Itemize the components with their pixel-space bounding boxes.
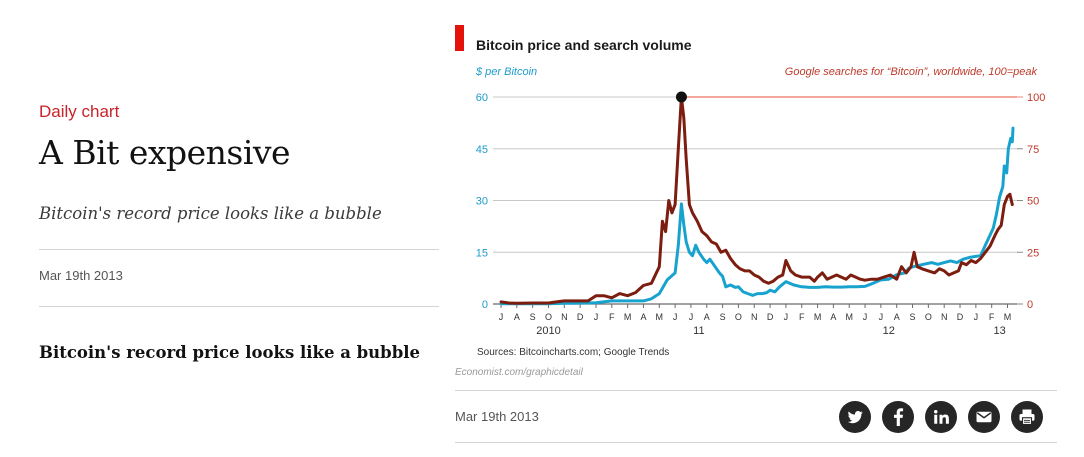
facebook-icon <box>894 408 904 426</box>
right-tick-label: 0 <box>1027 299 1033 311</box>
x-tick-label: J <box>689 312 694 322</box>
divider <box>455 390 1057 391</box>
x-tick-label: S <box>530 312 536 322</box>
figure-date: Mar 19th 2013 <box>455 409 539 424</box>
left-tick-label: 30 <box>476 196 488 208</box>
left-tick-label: 60 <box>476 92 488 104</box>
facebook-share-button[interactable] <box>882 401 914 433</box>
left-tick-label: 45 <box>476 144 488 156</box>
divider <box>39 249 439 250</box>
x-tick-label: D <box>767 312 774 322</box>
x-tick-label: J <box>673 312 678 322</box>
x-tick-label: O <box>735 312 742 322</box>
x-tick-label: M <box>814 312 822 322</box>
x-tick-label: D <box>957 312 964 322</box>
x-tick-label: N <box>751 312 758 322</box>
year-label: 11 <box>693 325 704 337</box>
body-title: Bitcoin's record price looks like a bubb… <box>39 343 421 362</box>
chart-title: Bitcoin price and search volume <box>476 37 692 53</box>
x-tick-label: A <box>894 312 900 322</box>
x-tick-label: M <box>624 312 632 322</box>
x-tick-label: J <box>784 312 789 322</box>
divider <box>39 306 439 307</box>
twitter-icon <box>847 411 863 424</box>
x-tick-label: J <box>499 312 504 322</box>
year-label: 2010 <box>536 325 560 337</box>
x-tick-label: M <box>1004 312 1012 322</box>
peak-marker <box>675 91 687 103</box>
x-tick-label: N <box>561 312 568 322</box>
right-tick-label: 50 <box>1027 196 1039 208</box>
x-tick-label: J <box>974 312 979 322</box>
x-tick-label: D <box>577 312 584 322</box>
year-label: 12 <box>883 325 895 337</box>
email-icon <box>976 411 992 423</box>
x-tick-label: M <box>845 312 853 322</box>
right-tick-label: 100 <box>1027 92 1045 104</box>
x-tick-label: F <box>609 312 615 322</box>
x-tick-label: A <box>514 312 520 322</box>
left-tick-label: 0 <box>482 299 488 311</box>
right-axis-ticks: 0 25 50 75 100 <box>1017 92 1045 311</box>
x-tick-label: O <box>925 312 932 322</box>
x-tick-label: F <box>989 312 995 322</box>
x-tick-label: A <box>640 312 646 322</box>
search-series-line <box>499 95 1014 305</box>
x-tick-label: F <box>799 312 805 322</box>
left-axis-label: $ per Bitcoin <box>475 66 537 78</box>
chart-sources: Sources: Bitcoincharts.com; Google Trend… <box>477 347 669 358</box>
print-icon <box>1019 409 1035 426</box>
right-axis-label: Google searches for “Bitcoin”, worldwide… <box>785 66 1038 78</box>
x-tick-label: S <box>720 312 726 322</box>
x-tick-label: J <box>863 312 868 322</box>
x-tick-label: S <box>910 312 916 322</box>
x-tick-label: O <box>545 312 552 322</box>
share-bar <box>839 401 1043 433</box>
series-group <box>499 91 1017 306</box>
subheadline: Bitcoin's record price looks like a bubb… <box>39 204 382 223</box>
twitter-share-button[interactable] <box>839 401 871 433</box>
x-tick-label: J <box>879 312 884 322</box>
email-share-button[interactable] <box>968 401 1000 433</box>
x-tick-label: A <box>704 312 710 322</box>
right-tick-label: 25 <box>1027 247 1039 259</box>
left-tick-label: 15 <box>476 247 488 259</box>
x-tick-label: J <box>594 312 599 322</box>
x-tick-label: M <box>656 312 664 322</box>
x-tick-label: N <box>941 312 948 322</box>
linkedin-icon <box>934 410 949 424</box>
publish-date: Mar 19th 2013 <box>39 268 123 283</box>
chart: Bitcoin price and search volume $ per Bi… <box>455 25 1045 378</box>
divider <box>455 442 1057 443</box>
year-label: 13 <box>993 325 1005 337</box>
page-title: A Bit expensive <box>39 133 291 172</box>
gridlines <box>493 96 1017 305</box>
print-button[interactable] <box>1011 401 1043 433</box>
right-tick-label: 75 <box>1027 144 1039 156</box>
x-tick-label: A <box>830 312 836 322</box>
price-series-line <box>499 126 1015 306</box>
linkedin-share-button[interactable] <box>925 401 957 433</box>
chart-credit[interactable]: Economist.com/graphicdetail <box>455 367 584 378</box>
chart-accent-bar <box>455 25 464 51</box>
section-kicker[interactable]: Daily chart <box>39 102 120 121</box>
left-axis-ticks: 0 15 30 45 60 <box>476 92 488 311</box>
